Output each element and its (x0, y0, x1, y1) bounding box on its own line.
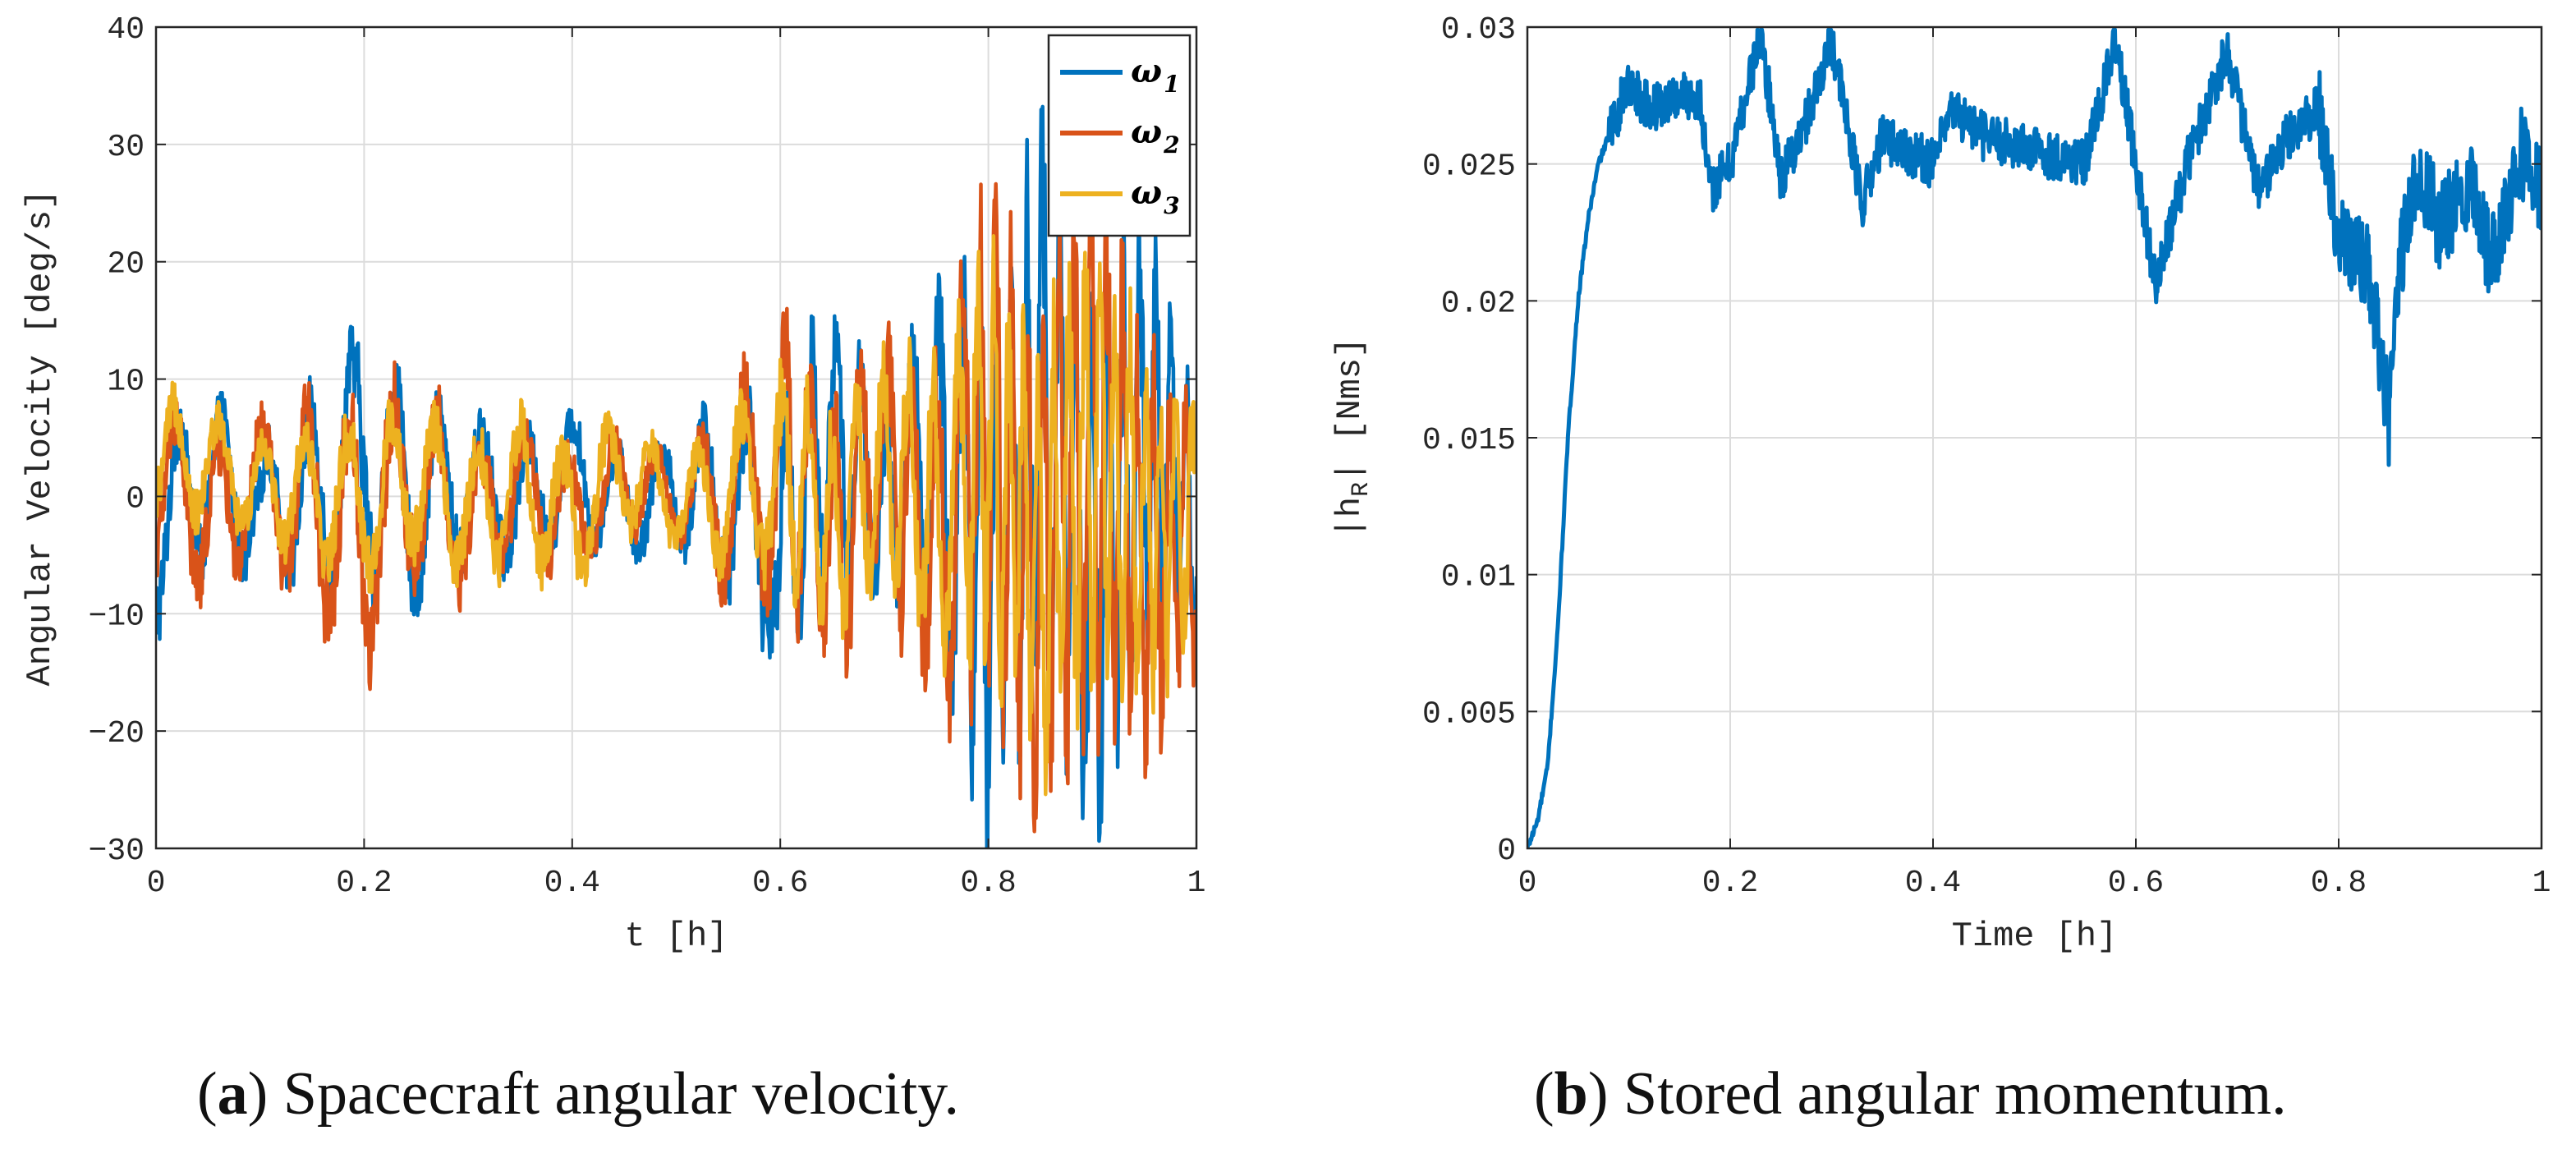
panel-a-ticks: 0 0.2 0.4 0.6 0.8 1 −30 −20 −10 0 10 20 30 40 (89, 12, 1206, 901)
x-tick-label: 1 (1187, 866, 1206, 901)
panel-b-y-label-subscript: R (1348, 482, 1375, 497)
y-tick-label: −20 (89, 716, 145, 751)
y-tick-label: −30 (89, 834, 145, 869)
legend-label-omega-1: ω1 (1131, 52, 1180, 98)
x-tick-label: 0.8 (2311, 866, 2367, 901)
y-tick-label: 30 (107, 130, 145, 165)
panel-a-y-axis-label: Angular Velocity [deg/s] (21, 190, 60, 687)
caption-b: (b) Stored angular momentum. (1534, 1060, 2287, 1128)
y-tick-label: 0.005 (1422, 696, 1516, 732)
panel-b-x-axis-label: Time [h] (1952, 917, 2118, 956)
caption-a-text: Spacecraft angular velocity. (282, 1060, 959, 1128)
y-tick-label: 0.02 (1441, 286, 1516, 321)
panel-a-angular-velocity: 0 0.2 0.4 0.6 0.8 1 −30 −20 −10 0 10 20 30 40 t [h] A… (21, 12, 1205, 956)
y-tick-label: 0 (1497, 834, 1516, 869)
legend-symbol: ω (1131, 113, 1162, 151)
panel-b-y-label-base: h (1330, 497, 1370, 517)
legend-label-omega-2: ω2 (1131, 113, 1180, 159)
panel-b-ticks: 0 0.2 0.4 0.6 0.8 1 0 0.005 0.01 0.015 0.02 0.025 0.… (1422, 12, 2551, 901)
legend-symbol: ω (1131, 52, 1162, 90)
y-tick-label: 0.025 (1422, 149, 1516, 185)
x-tick-label: 0.4 (544, 866, 600, 901)
legend-subscript: 2 (1163, 131, 1179, 159)
panel-a-x-axis-label: t [h] (624, 917, 728, 956)
y-tick-label: 0.015 (1422, 423, 1516, 458)
legend-subscript: 3 (1164, 192, 1179, 219)
x-tick-label: 0.6 (752, 866, 808, 901)
legend-subscript: 1 (1164, 71, 1179, 98)
panel-b-y-label-bar-right: | (1330, 462, 1370, 482)
panel-b-y-axis-label: |hR|[Nms] (1330, 338, 1375, 539)
y-tick-label: 0 (126, 481, 145, 517)
x-tick-label: 0.6 (2108, 866, 2164, 901)
y-tick-label: 0.03 (1441, 12, 1516, 48)
series-line-h-r (1527, 27, 2542, 848)
caption-a: (a) Spacecraft angular velocity. (197, 1060, 959, 1128)
panel-b-stored-momentum: 0 0.2 0.4 0.6 0.8 1 0 0.005 0.01 0.015 0.02 0.025 0.… (1330, 12, 2551, 956)
caption-a-label: a (217, 1060, 248, 1128)
x-tick-label: 0.8 (960, 866, 1016, 901)
series-line-omega-3 (156, 234, 1196, 797)
y-tick-label: 20 (107, 247, 145, 283)
y-tick-label: −10 (89, 599, 145, 634)
legend-symbol: ω (1131, 173, 1162, 212)
panel-b-y-label-bar-left: | (1330, 517, 1370, 538)
y-tick-label: 10 (107, 365, 145, 400)
x-tick-label: 0.2 (336, 866, 392, 901)
x-tick-label: 0.4 (1905, 866, 1961, 901)
x-tick-label: 1 (2532, 866, 2551, 901)
x-tick-label: 0.2 (1702, 866, 1758, 901)
panel-b-y-label-unit: [Nms] (1330, 338, 1370, 441)
legend-label-omega-3: ω3 (1131, 173, 1180, 219)
caption-b-label: b (1554, 1060, 1588, 1128)
x-tick-label: 0 (147, 866, 166, 901)
panel-a-axes-frame (154, 25, 1198, 850)
y-tick-label: 40 (107, 12, 145, 48)
y-tick-label: 0.01 (1441, 560, 1516, 595)
panel-a-series-lines (156, 92, 1196, 848)
caption-b-text: Stored angular momentum. (1623, 1060, 2287, 1128)
x-tick-label: 0 (1518, 866, 1537, 901)
panel-b-series-lines (1527, 27, 2542, 848)
